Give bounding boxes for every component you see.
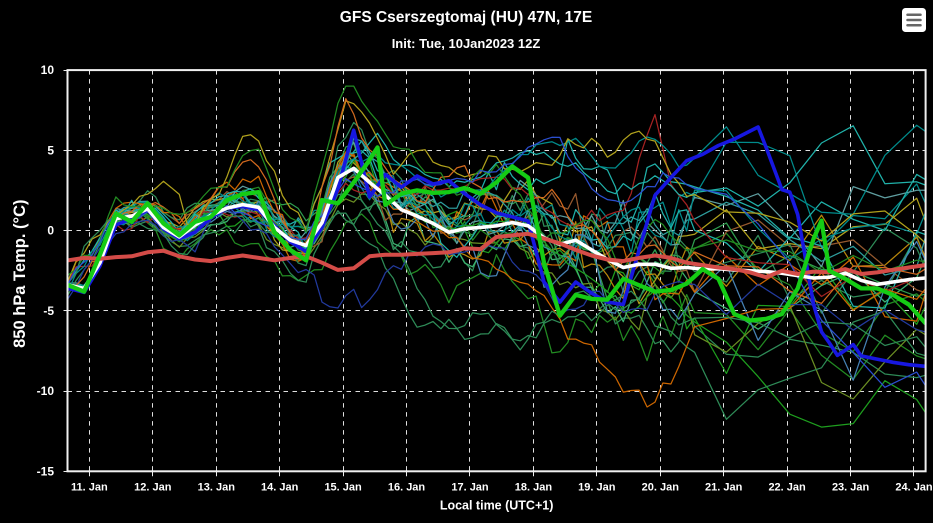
svg-text:-10: -10 (37, 384, 55, 398)
svg-text:10: 10 (41, 63, 55, 77)
svg-text:Local time (UTC+1): Local time (UTC+1) (440, 499, 554, 513)
svg-text:11. Jan: 11. Jan (71, 482, 108, 494)
svg-text:15. Jan: 15. Jan (324, 482, 362, 494)
svg-text:12. Jan: 12. Jan (134, 482, 172, 494)
svg-text:19. Jan: 19. Jan (578, 482, 616, 494)
svg-text:0: 0 (47, 224, 54, 238)
svg-text:-5: -5 (43, 304, 54, 318)
svg-text:Init: Tue, 10Jan2023 12Z: Init: Tue, 10Jan2023 12Z (392, 36, 541, 51)
svg-text:20. Jan: 20. Jan (642, 482, 680, 494)
svg-text:16. Jan: 16. Jan (388, 482, 426, 494)
svg-text:5: 5 (47, 143, 54, 157)
svg-text:14. Jan: 14. Jan (261, 482, 299, 494)
svg-text:GFS Cserszegtomaj (HU) 47N, 17: GFS Cserszegtomaj (HU) 47N, 17E (340, 9, 592, 26)
svg-text:850 hPa Temp. (°C): 850 hPa Temp. (°C) (11, 199, 29, 347)
svg-text:22. Jan: 22. Jan (768, 482, 806, 494)
svg-text:17. Jan: 17. Jan (451, 482, 489, 494)
svg-text:18. Jan: 18. Jan (515, 482, 553, 494)
svg-text:13. Jan: 13. Jan (198, 482, 236, 494)
svg-text:24. Jan: 24. Jan (895, 482, 933, 494)
svg-text:23. Jan: 23. Jan (832, 482, 870, 494)
svg-text:21. Jan: 21. Jan (705, 482, 743, 494)
svg-text:-15: -15 (37, 465, 55, 479)
